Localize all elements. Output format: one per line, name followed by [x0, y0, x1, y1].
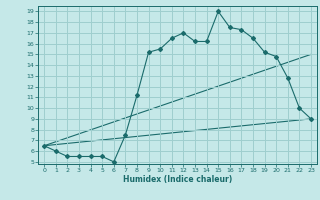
X-axis label: Humidex (Indice chaleur): Humidex (Indice chaleur) — [123, 175, 232, 184]
